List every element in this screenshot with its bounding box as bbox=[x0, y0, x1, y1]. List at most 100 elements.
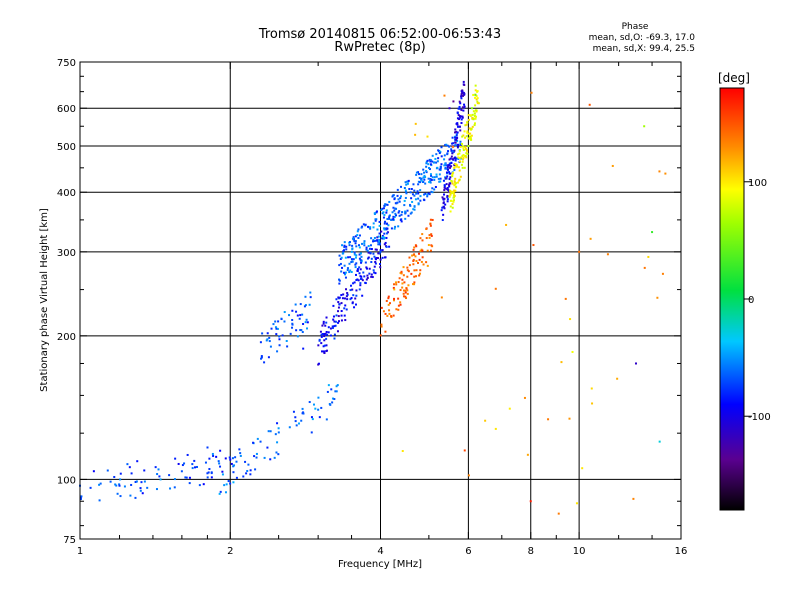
data-point bbox=[233, 464, 236, 467]
data-point bbox=[354, 263, 357, 266]
data-point bbox=[475, 98, 478, 101]
data-point bbox=[417, 197, 420, 200]
data-point bbox=[181, 464, 184, 467]
data-point bbox=[349, 289, 352, 292]
data-point bbox=[116, 492, 119, 495]
data-point bbox=[395, 214, 398, 217]
data-point bbox=[453, 168, 456, 171]
data-point bbox=[388, 217, 391, 220]
data-point bbox=[155, 488, 158, 491]
data-point bbox=[458, 125, 461, 128]
data-point bbox=[450, 190, 453, 193]
data-point bbox=[326, 390, 329, 393]
data-point bbox=[383, 256, 386, 259]
data-point bbox=[452, 191, 455, 194]
data-point bbox=[343, 246, 346, 249]
data-point bbox=[420, 179, 423, 182]
data-point bbox=[267, 430, 270, 433]
data-point bbox=[382, 310, 385, 313]
data-point bbox=[606, 253, 609, 256]
data-point bbox=[343, 244, 346, 247]
data-point bbox=[372, 239, 375, 242]
data-point bbox=[387, 297, 390, 300]
data-point bbox=[404, 291, 407, 294]
data-point bbox=[388, 245, 391, 248]
data-point bbox=[434, 185, 437, 188]
data-point bbox=[474, 115, 477, 118]
data-point bbox=[385, 203, 388, 206]
data-point bbox=[350, 271, 353, 274]
data-point bbox=[411, 254, 414, 257]
data-point bbox=[448, 195, 451, 198]
data-point bbox=[303, 305, 306, 308]
data-point bbox=[385, 209, 388, 212]
data-point bbox=[456, 122, 459, 125]
data-point bbox=[321, 350, 324, 353]
data-point bbox=[390, 315, 393, 318]
data-point bbox=[322, 350, 325, 353]
data-point bbox=[354, 240, 357, 243]
data-point bbox=[311, 418, 314, 421]
data-point bbox=[446, 198, 449, 201]
data-point bbox=[433, 178, 436, 181]
data-point bbox=[341, 266, 344, 269]
data-point bbox=[469, 136, 472, 139]
data-point bbox=[578, 250, 581, 253]
data-point bbox=[444, 203, 447, 206]
data-points-layer bbox=[79, 80, 667, 515]
data-point bbox=[370, 261, 373, 264]
data-point bbox=[449, 157, 452, 160]
data-point bbox=[404, 189, 407, 192]
data-point bbox=[385, 227, 388, 230]
data-point bbox=[333, 325, 336, 328]
data-point bbox=[426, 195, 429, 198]
data-point bbox=[350, 250, 353, 253]
data-point bbox=[591, 402, 594, 405]
data-point bbox=[98, 483, 101, 486]
data-point bbox=[473, 112, 476, 115]
data-point bbox=[413, 253, 416, 256]
data-point bbox=[140, 481, 143, 484]
data-point bbox=[443, 193, 446, 196]
data-point bbox=[428, 167, 431, 170]
data-point bbox=[451, 158, 454, 161]
data-point bbox=[384, 220, 387, 223]
data-point bbox=[446, 186, 449, 189]
data-point bbox=[430, 178, 433, 181]
data-point bbox=[474, 84, 477, 87]
data-point bbox=[457, 157, 460, 160]
data-point bbox=[128, 466, 131, 469]
data-point bbox=[350, 297, 353, 300]
data-point bbox=[338, 279, 341, 282]
data-point bbox=[430, 174, 433, 177]
data-point bbox=[394, 212, 397, 215]
data-point bbox=[427, 163, 430, 166]
data-point bbox=[392, 219, 395, 222]
data-point bbox=[333, 320, 336, 323]
data-point bbox=[461, 160, 464, 163]
data-point bbox=[373, 255, 376, 258]
data-point bbox=[229, 458, 232, 461]
data-point bbox=[436, 160, 439, 163]
data-point bbox=[370, 273, 373, 276]
data-point bbox=[344, 256, 347, 259]
data-point bbox=[450, 180, 453, 183]
data-point bbox=[456, 164, 459, 167]
data-point bbox=[431, 191, 434, 194]
data-point bbox=[464, 155, 467, 158]
data-point bbox=[299, 303, 302, 306]
data-point bbox=[369, 251, 372, 254]
data-point bbox=[437, 149, 440, 152]
data-point bbox=[404, 289, 407, 292]
data-point bbox=[508, 407, 511, 410]
data-point bbox=[413, 269, 416, 272]
data-point bbox=[325, 321, 328, 324]
data-point bbox=[457, 114, 460, 117]
data-point bbox=[460, 142, 463, 145]
data-point bbox=[413, 283, 416, 286]
data-point bbox=[433, 176, 436, 179]
data-point bbox=[387, 295, 390, 298]
data-point bbox=[425, 261, 428, 264]
data-point bbox=[401, 278, 404, 281]
data-point bbox=[446, 200, 449, 203]
